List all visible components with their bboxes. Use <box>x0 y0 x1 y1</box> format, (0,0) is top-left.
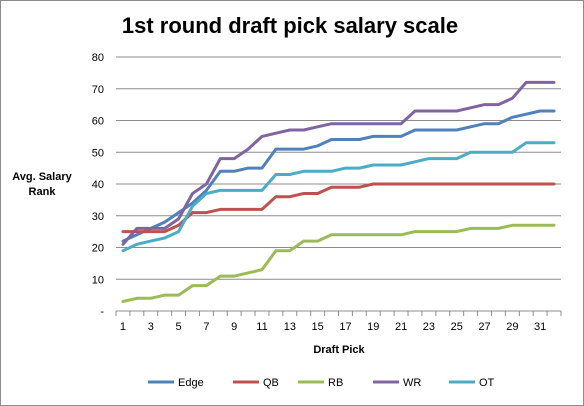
x-tick-label: 17 <box>339 321 351 333</box>
legend-label: WR <box>403 377 421 389</box>
series-lines <box>121 80 556 303</box>
x-tick-label: 27 <box>478 321 490 333</box>
series-line-rb <box>121 223 556 303</box>
y-axis-title-line: Rank <box>29 186 57 198</box>
y-axis-title-line: Avg. Salary <box>12 171 72 183</box>
x-tick-label: 7 <box>203 321 209 333</box>
legend-label: QB <box>263 377 279 389</box>
legend-label: RB <box>328 377 343 389</box>
x-tick-label: 23 <box>423 321 435 333</box>
x-tick-label: 25 <box>451 321 463 333</box>
y-axis-title: Avg. Salary Rank <box>12 171 72 198</box>
y-axis-ticks: - 10 20 30 40 50 60 70 80 <box>92 52 105 318</box>
legend-label: OT <box>479 377 495 389</box>
legend-item-qb: QB <box>233 377 279 389</box>
legend: Edge QB RB WR OT <box>148 377 495 389</box>
x-tick-label: 15 <box>312 321 324 333</box>
y-tick-label: 20 <box>92 243 104 255</box>
series-line-qb <box>121 182 556 234</box>
y-tick-label: 50 <box>92 147 104 159</box>
x-tick-label: 11 <box>256 321 267 333</box>
y-tick-label: - <box>100 306 104 318</box>
y-tick-label: 30 <box>92 211 104 223</box>
series-line-wr <box>121 80 556 246</box>
x-tick-label: 5 <box>176 321 182 333</box>
x-tick-label: 3 <box>148 321 154 333</box>
y-tick-label: 80 <box>92 52 104 64</box>
x-tick-label: 31 <box>534 321 546 333</box>
x-tick-label: 1 <box>120 321 126 333</box>
legend-item-wr: WR <box>373 377 421 389</box>
x-tick-label: 29 <box>506 321 518 333</box>
y-tick-label: 10 <box>92 274 104 286</box>
series-line-edge <box>121 109 556 243</box>
x-tick-label: 21 <box>395 321 407 333</box>
x-tick-label: 13 <box>284 321 296 333</box>
legend-item-edge: Edge <box>148 377 204 389</box>
x-tick-label: 19 <box>367 321 379 333</box>
chart-title: 1st round draft pick salary scale <box>122 13 458 38</box>
legend-label: Edge <box>178 377 204 389</box>
y-tick-label: 70 <box>92 84 104 96</box>
x-tick-label: 9 <box>231 321 237 333</box>
x-axis-title: Draft Pick <box>313 344 365 356</box>
y-tick-label: 40 <box>92 179 104 191</box>
legend-item-ot: OT <box>449 377 495 389</box>
legend-item-rb: RB <box>298 377 343 389</box>
x-axis: 1 3 5 7 9 11 13 15 17 19 21 23 25 27 29 31 <box>115 310 562 333</box>
y-tick-label: 60 <box>92 116 104 128</box>
series-line-ot <box>121 141 556 253</box>
